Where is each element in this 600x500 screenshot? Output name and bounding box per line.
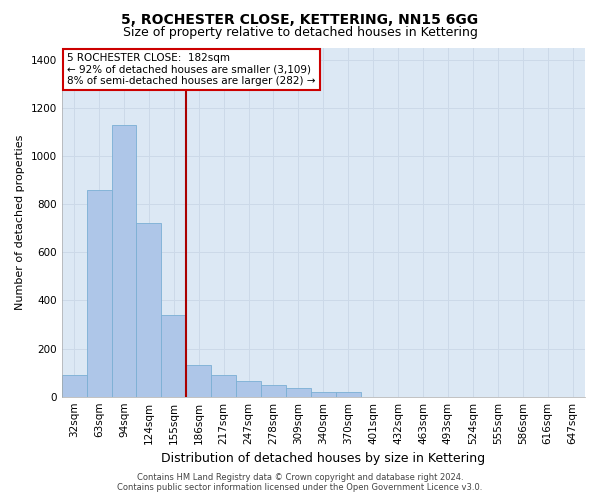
Y-axis label: Number of detached properties: Number of detached properties — [15, 134, 25, 310]
Bar — [261, 384, 286, 396]
Bar — [311, 392, 336, 396]
Bar — [112, 124, 136, 396]
Text: Contains HM Land Registry data © Crown copyright and database right 2024.
Contai: Contains HM Land Registry data © Crown c… — [118, 473, 482, 492]
Text: 5 ROCHESTER CLOSE:  182sqm
← 92% of detached houses are smaller (3,109)
8% of se: 5 ROCHESTER CLOSE: 182sqm ← 92% of detac… — [67, 52, 316, 86]
Bar — [186, 366, 211, 396]
Bar — [211, 375, 236, 396]
Text: 5, ROCHESTER CLOSE, KETTERING, NN15 6GG: 5, ROCHESTER CLOSE, KETTERING, NN15 6GG — [121, 12, 479, 26]
Bar — [286, 388, 311, 396]
Bar — [62, 375, 86, 396]
Text: Size of property relative to detached houses in Kettering: Size of property relative to detached ho… — [122, 26, 478, 39]
Bar — [136, 224, 161, 396]
Title: 5, ROCHESTER CLOSE, KETTERING, NN15 6GG
Size of property relative to detached ho: 5, ROCHESTER CLOSE, KETTERING, NN15 6GG … — [0, 499, 1, 500]
Bar — [336, 392, 361, 396]
Bar — [161, 315, 186, 396]
Bar — [236, 381, 261, 396]
X-axis label: Distribution of detached houses by size in Kettering: Distribution of detached houses by size … — [161, 452, 485, 465]
Bar — [86, 190, 112, 396]
